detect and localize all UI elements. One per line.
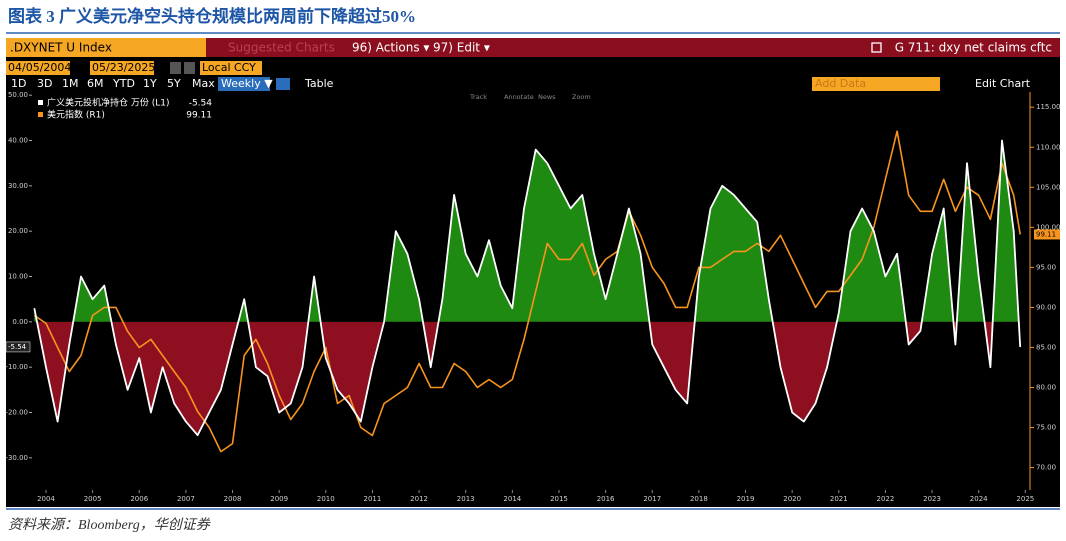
area-negative bbox=[34, 321, 1021, 436]
x-tick-label: 2010 bbox=[317, 495, 335, 503]
y2-tick-label: 80.00 bbox=[1036, 383, 1056, 391]
menu-item[interactable]: 97) Edit ▾ bbox=[433, 41, 490, 55]
period-button[interactable]: 5Y bbox=[167, 77, 181, 90]
start-date: 04/05/2004 bbox=[8, 61, 71, 74]
x-tick-label: 2006 bbox=[130, 495, 148, 503]
legend-label: 广义美元投机净持仓 万份 (L1) bbox=[47, 97, 170, 109]
last-value-box bbox=[1034, 229, 1060, 240]
period-button[interactable]: 6M bbox=[87, 77, 104, 90]
period-button[interactable]: 1D bbox=[11, 77, 26, 90]
x-tick-label: 2025 bbox=[1016, 495, 1034, 503]
chart-icon[interactable] bbox=[276, 78, 290, 90]
x-tick-label: 2008 bbox=[224, 495, 242, 503]
x-tick-label: 2021 bbox=[830, 495, 848, 503]
weekly-button[interactable] bbox=[218, 77, 270, 91]
x-tick-label: 2015 bbox=[550, 495, 568, 503]
y-tick-label: -20.00 bbox=[5, 408, 28, 416]
end-date: 05/23/2025 bbox=[92, 61, 155, 74]
currency: Local CCY bbox=[202, 61, 256, 74]
legend-label: 美元指数 (R1) bbox=[47, 109, 105, 121]
legend-value: -5.54 bbox=[189, 99, 213, 109]
y2-tick-label: 75.00 bbox=[1036, 424, 1056, 432]
last-value-box bbox=[5, 341, 31, 353]
source: 资料来源：Bloomberg，华创证券 bbox=[8, 517, 211, 533]
period-button[interactable]: YTD bbox=[112, 77, 135, 90]
y2-tick-label: 100.00 bbox=[1036, 223, 1061, 231]
menu-bar bbox=[206, 38, 1060, 57]
add-data-box[interactable] bbox=[812, 77, 940, 91]
menu-item[interactable]: Suggested Charts bbox=[228, 41, 335, 55]
y-tick-label: 20.00 bbox=[8, 227, 28, 235]
legend-value: 99.11 bbox=[186, 111, 212, 121]
x-tick-label: 2023 bbox=[923, 495, 941, 503]
x-tick-label: 2013 bbox=[457, 495, 475, 503]
menu-item[interactable]: 96) Actions ▾ bbox=[352, 41, 429, 55]
legend-swatch bbox=[38, 112, 43, 117]
y-tick-label: 50.00 bbox=[8, 91, 28, 99]
chart-name: G 711: dxy net claims cftc bbox=[895, 41, 1052, 55]
y-tick-label: 10.00 bbox=[8, 272, 28, 280]
figure-title: 图表 3 广义美元净空头持仓规模比两周前下降超过50% bbox=[8, 6, 416, 26]
y-tick-label: 30.00 bbox=[8, 182, 28, 190]
y-tick-label: -30.00 bbox=[5, 454, 28, 462]
y2-tick-label: 70.00 bbox=[1036, 464, 1056, 472]
frequency: Weekly ▼ bbox=[221, 77, 273, 90]
x-tick-label: 2009 bbox=[270, 495, 288, 503]
x-tick-label: 2017 bbox=[643, 495, 661, 503]
area-positive bbox=[34, 140, 1019, 322]
x-tick-label: 2024 bbox=[970, 495, 988, 503]
series-line bbox=[33, 139, 1022, 437]
edit-chart[interactable]: Edit Chart bbox=[975, 77, 1031, 90]
y2-tick-label: 105.00 bbox=[1036, 183, 1061, 191]
x-tick-label: 2019 bbox=[737, 495, 755, 503]
x-tick-label: 2007 bbox=[177, 495, 195, 503]
last-value: 99.11 bbox=[1036, 230, 1056, 238]
y-tick-label: 40.00 bbox=[8, 137, 28, 145]
date-box[interactable] bbox=[90, 61, 154, 75]
currency-box[interactable] bbox=[200, 61, 262, 75]
nav-button[interactable] bbox=[170, 62, 181, 74]
x-tick-label: 2014 bbox=[503, 495, 521, 503]
y-tick-label: 0.00 bbox=[12, 318, 28, 326]
period-button[interactable]: 1Y bbox=[143, 77, 157, 90]
x-tick-label: 2005 bbox=[84, 495, 102, 503]
ticker: .DXYNET U Index bbox=[10, 41, 112, 55]
y2-tick-label: 90.00 bbox=[1036, 303, 1056, 311]
tool-label: Track bbox=[469, 93, 487, 101]
x-tick-label: 2011 bbox=[364, 495, 382, 503]
period-button[interactable]: 1M bbox=[62, 77, 79, 90]
y2-tick-label: 115.00 bbox=[1036, 103, 1061, 111]
tool-label: Annotate bbox=[504, 93, 534, 101]
y-tick-label: -10.00 bbox=[5, 363, 28, 371]
period-button[interactable]: Max bbox=[192, 77, 215, 90]
x-tick-label: 2016 bbox=[597, 495, 615, 503]
date-box[interactable] bbox=[6, 61, 70, 75]
x-tick-label: 2004 bbox=[37, 495, 55, 503]
nav-button[interactable] bbox=[184, 62, 195, 74]
y2-tick-label: 95.00 bbox=[1036, 263, 1056, 271]
tool-label: News bbox=[538, 93, 556, 101]
popout-icon[interactable] bbox=[871, 42, 882, 53]
period-button[interactable]: 3D bbox=[37, 77, 52, 90]
y2-tick-label: 85.00 bbox=[1036, 343, 1056, 351]
series-line bbox=[33, 130, 1021, 453]
add-data: Add Data bbox=[815, 77, 866, 90]
x-tick-label: 2012 bbox=[410, 495, 428, 503]
x-tick-label: 2018 bbox=[690, 495, 708, 503]
legend-swatch bbox=[38, 100, 43, 105]
tool-label: Zoom bbox=[572, 93, 591, 101]
x-tick-label: 2020 bbox=[783, 495, 801, 503]
x-tick-label: 2022 bbox=[877, 495, 895, 503]
table-button[interactable]: Table bbox=[304, 77, 334, 90]
y2-tick-label: 110.00 bbox=[1036, 143, 1061, 151]
ticker-box[interactable] bbox=[6, 38, 206, 57]
last-value: -5.54 bbox=[8, 343, 27, 351]
